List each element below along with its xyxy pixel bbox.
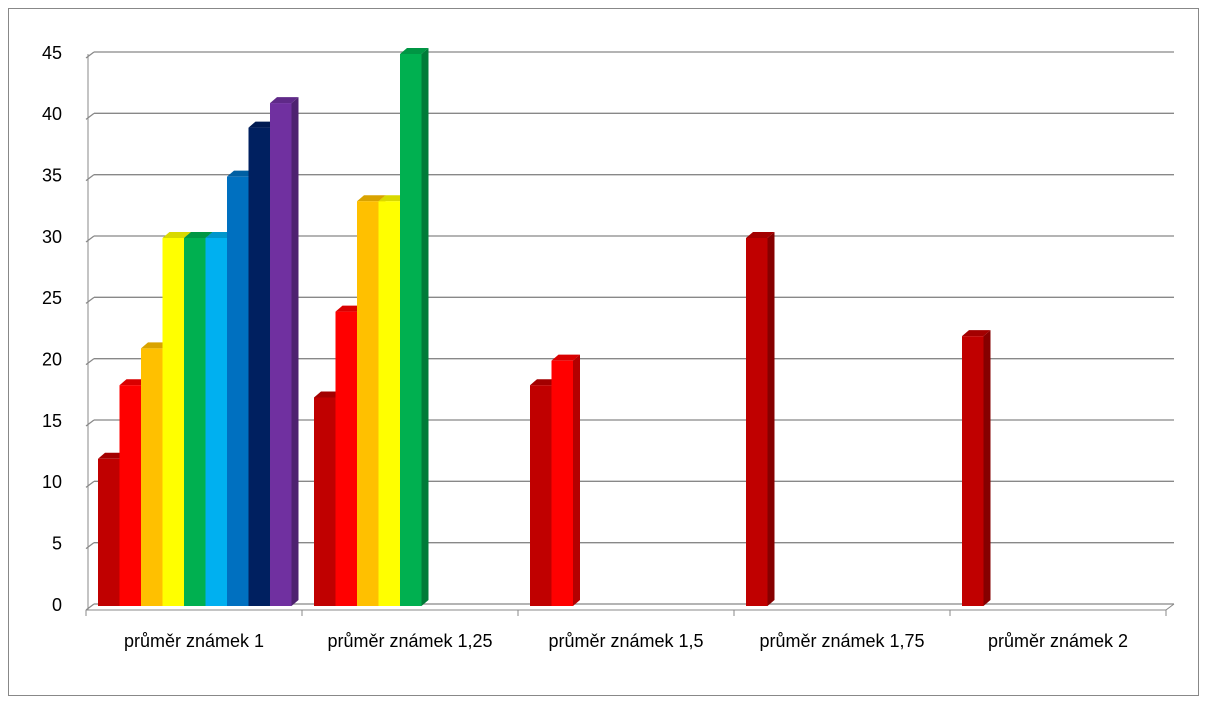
x-tick-label: průměr známek 1	[123, 631, 265, 651]
bar-top	[227, 170, 256, 177]
bar-top	[962, 330, 991, 337]
bar	[205, 238, 227, 606]
bar-side	[421, 48, 429, 606]
bar	[98, 458, 120, 606]
bar-top	[335, 305, 364, 312]
bar	[227, 176, 249, 606]
y-tick-label: 25	[42, 288, 62, 308]
bar	[248, 127, 270, 606]
bar-side	[573, 354, 580, 606]
grid-wall-edge	[85, 174, 95, 182]
y-tick-label: 30	[42, 227, 62, 247]
bar-top	[248, 121, 277, 128]
y-tick-label: 20	[42, 349, 62, 369]
y-tick-label: 0	[52, 595, 62, 615]
bar-top	[205, 232, 234, 238]
bar-top	[746, 232, 775, 238]
floor-right	[1165, 603, 1175, 611]
bar-side	[983, 330, 991, 606]
bar	[551, 360, 573, 606]
bar-top	[530, 379, 559, 386]
bar-side	[767, 232, 775, 606]
bar	[184, 238, 206, 606]
bar	[141, 348, 163, 606]
bar	[400, 54, 422, 606]
bar-top	[141, 342, 170, 349]
x-tick-label: průměr známek 1,5	[548, 631, 704, 651]
bar	[335, 311, 357, 606]
y-tick-label: 40	[42, 104, 62, 124]
x-tick-label: průměr známek 1,25	[327, 631, 493, 651]
bar	[357, 201, 379, 606]
grid-wall-edge	[85, 603, 95, 611]
grid-wall-edge	[85, 358, 95, 366]
bar-top	[184, 232, 213, 238]
bar	[378, 201, 400, 606]
y-tick-label: 35	[42, 165, 62, 185]
bar-top	[270, 97, 299, 104]
bar-top	[119, 379, 148, 386]
grid-wall-edge	[85, 112, 95, 120]
bar-top	[400, 48, 429, 54]
y-tick-label: 5	[52, 533, 62, 553]
grid-wall-edge	[85, 235, 95, 243]
grid-wall-edge	[85, 51, 95, 59]
grid-wall-edge	[85, 480, 95, 488]
bar	[962, 336, 984, 606]
y-tick-label: 15	[42, 411, 62, 431]
bar-top	[378, 195, 407, 202]
bar-top	[357, 195, 386, 202]
bar-top	[314, 391, 343, 398]
bar-top	[162, 232, 191, 238]
bar	[314, 397, 336, 606]
bar	[746, 238, 768, 606]
x-tick-label: průměr známek 1,75	[759, 631, 925, 651]
grid-wall-edge	[85, 542, 95, 550]
bar	[162, 238, 184, 606]
bar	[270, 103, 292, 607]
grid-wall-edge	[85, 419, 95, 427]
bar-top	[551, 354, 580, 361]
x-tick-label: průměr známek 2	[987, 631, 1129, 651]
bar-side	[291, 97, 299, 607]
grid-wall-edge	[85, 296, 95, 304]
bar	[119, 385, 141, 606]
bar	[530, 385, 552, 606]
y-tick-label: 45	[42, 43, 62, 63]
bar-top	[98, 452, 127, 459]
y-tick-label: 10	[42, 472, 62, 492]
